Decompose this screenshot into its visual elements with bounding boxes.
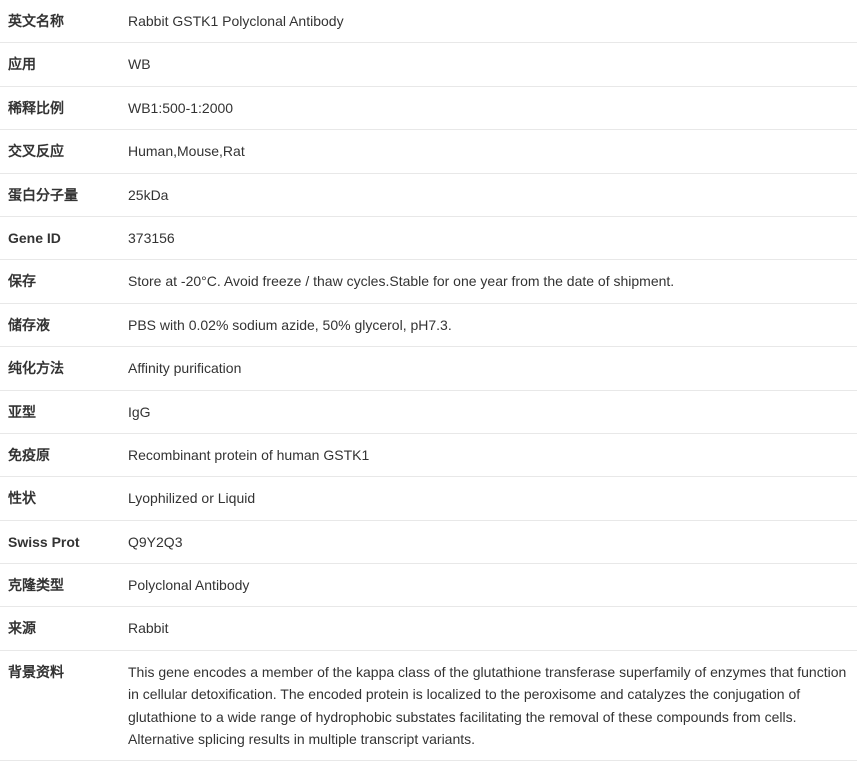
row-value: Q9Y2Q3 <box>120 520 857 563</box>
row-label: 克隆类型 <box>0 564 120 607</box>
row-label: 来源 <box>0 607 120 650</box>
table-row: 克隆类型 Polyclonal Antibody <box>0 564 857 607</box>
row-label: 性状 <box>0 477 120 520</box>
table-row: 保存 Store at -20°C. Avoid freeze / thaw c… <box>0 260 857 303</box>
row-value: Recombinant protein of human GSTK1 <box>120 433 857 476</box>
row-value: This gene encodes a member of the kappa … <box>120 650 857 761</box>
row-label: 稀释比例 <box>0 86 120 129</box>
table-row: 储存液 PBS with 0.02% sodium azide, 50% gly… <box>0 303 857 346</box>
row-value: Affinity purification <box>120 347 857 390</box>
row-value: Rabbit <box>120 607 857 650</box>
row-label: Gene ID <box>0 216 120 259</box>
table-row: 免疫原 Recombinant protein of human GSTK1 <box>0 433 857 476</box>
table-row: 英文名称 Rabbit GSTK1 Polyclonal Antibody <box>0 0 857 43</box>
table-row: Swiss Prot Q9Y2Q3 <box>0 520 857 563</box>
row-value: Rabbit GSTK1 Polyclonal Antibody <box>120 0 857 43</box>
table-row: 应用 WB <box>0 43 857 86</box>
table-row: 纯化方法 Affinity purification <box>0 347 857 390</box>
row-value: Lyophilized or Liquid <box>120 477 857 520</box>
row-label: 保存 <box>0 260 120 303</box>
row-value: WB <box>120 43 857 86</box>
row-value: 373156 <box>120 216 857 259</box>
row-label: 应用 <box>0 43 120 86</box>
table-row: Gene ID 373156 <box>0 216 857 259</box>
row-value: PBS with 0.02% sodium azide, 50% glycero… <box>120 303 857 346</box>
table-row: 背景资料 This gene encodes a member of the k… <box>0 650 857 761</box>
table-row: 交叉反应 Human,Mouse,Rat <box>0 130 857 173</box>
row-label: 免疫原 <box>0 433 120 476</box>
table-row: 蛋白分子量 25kDa <box>0 173 857 216</box>
row-value: IgG <box>120 390 857 433</box>
row-label: 纯化方法 <box>0 347 120 390</box>
row-label: 储存液 <box>0 303 120 346</box>
row-value: Human,Mouse,Rat <box>120 130 857 173</box>
row-label: 英文名称 <box>0 0 120 43</box>
spec-table: 英文名称 Rabbit GSTK1 Polyclonal Antibody 应用… <box>0 0 857 761</box>
row-label: 背景资料 <box>0 650 120 761</box>
row-label: 蛋白分子量 <box>0 173 120 216</box>
row-label: 交叉反应 <box>0 130 120 173</box>
row-value: Polyclonal Antibody <box>120 564 857 607</box>
row-value: Store at -20°C. Avoid freeze / thaw cycl… <box>120 260 857 303</box>
row-value: 25kDa <box>120 173 857 216</box>
row-value: WB1:500-1:2000 <box>120 86 857 129</box>
table-row: 亚型 IgG <box>0 390 857 433</box>
row-label: Swiss Prot <box>0 520 120 563</box>
table-row: 来源 Rabbit <box>0 607 857 650</box>
table-row: 性状 Lyophilized or Liquid <box>0 477 857 520</box>
table-row: 稀释比例 WB1:500-1:2000 <box>0 86 857 129</box>
row-label: 亚型 <box>0 390 120 433</box>
